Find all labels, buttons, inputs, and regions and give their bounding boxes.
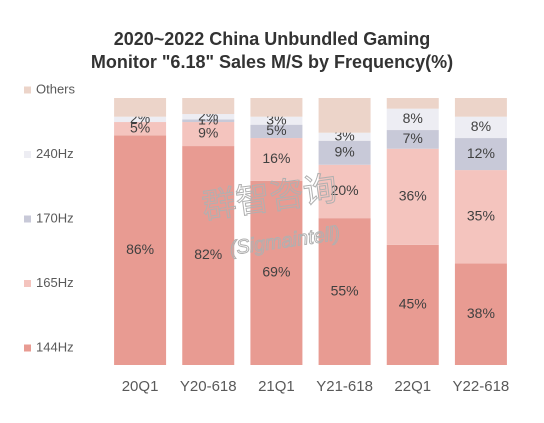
legend-label: 144Hz — [36, 339, 74, 354]
data-label: 9% — [334, 143, 354, 159]
bar-segment — [114, 122, 167, 136]
data-label: 86% — [126, 241, 154, 257]
bar-segment — [114, 98, 167, 117]
legend-swatch — [24, 86, 31, 94]
bar-segment — [454, 263, 507, 365]
legend-swatch — [24, 215, 31, 223]
bar-segment — [386, 148, 439, 245]
bar-segment — [182, 98, 235, 115]
legend-label: 170Hz — [36, 210, 74, 225]
legend-swatch — [24, 280, 31, 287]
chart-title: Monitor "6.18" Sales M/S by Frequency(%) — [91, 52, 453, 72]
data-label: 5% — [130, 119, 150, 135]
bar-segment — [386, 130, 439, 149]
data-label: 36% — [399, 187, 427, 203]
data-label: 45% — [399, 296, 427, 312]
bar-segment — [182, 146, 235, 365]
bar-segment — [318, 218, 371, 365]
data-label: 20% — [331, 182, 359, 198]
x-tick-label: 20Q1 — [122, 378, 159, 395]
bar-segment — [386, 244, 439, 365]
x-tick-label: Y20-618 — [180, 378, 237, 395]
legend-swatch — [24, 151, 31, 158]
bar-segment — [386, 108, 439, 131]
bar-segment — [182, 119, 235, 123]
bar-segment — [114, 116, 167, 123]
data-label: 7% — [403, 130, 423, 146]
data-label: 69% — [262, 264, 290, 280]
bar-segment — [454, 98, 507, 117]
legend-label: Others — [36, 81, 76, 96]
data-label: 82% — [194, 246, 222, 262]
data-label: 9% — [198, 125, 218, 141]
legend-label: 165Hz — [36, 275, 74, 290]
x-tick-label: Y22-618 — [453, 378, 510, 395]
data-label: 8% — [403, 110, 423, 126]
legend-label: 240Hz — [36, 146, 74, 161]
data-label: 5% — [266, 122, 286, 138]
x-tick-label: 21Q1 — [258, 378, 295, 395]
bar-segment — [386, 98, 439, 109]
data-label: 16% — [262, 150, 290, 166]
data-label: 35% — [467, 208, 495, 224]
bar-segment — [182, 122, 235, 147]
legend-swatch — [24, 344, 31, 352]
bar-segment — [250, 124, 303, 139]
bar-segment — [114, 135, 167, 365]
bar-segment — [250, 138, 303, 181]
bar-segment — [454, 170, 507, 264]
bar-segment — [318, 164, 371, 219]
bar-segment — [318, 132, 371, 141]
chart-title: 2020~2022 China Unbundled Gaming — [114, 29, 431, 49]
data-label: 12% — [467, 145, 495, 161]
bar-segment — [454, 138, 507, 171]
bar-segment — [454, 116, 507, 139]
x-tick-label: 22Q1 — [394, 378, 431, 395]
bar-segment — [250, 180, 303, 365]
bar-segment — [318, 140, 371, 165]
data-label: 8% — [471, 118, 491, 134]
data-label: 38% — [467, 305, 495, 321]
bar-segment — [250, 116, 303, 125]
bar-segment — [318, 98, 371, 133]
x-tick-label: Y21-618 — [316, 378, 373, 395]
bar-segment — [182, 114, 235, 120]
bar-segment — [250, 98, 303, 117]
data-label: 55% — [331, 282, 359, 298]
